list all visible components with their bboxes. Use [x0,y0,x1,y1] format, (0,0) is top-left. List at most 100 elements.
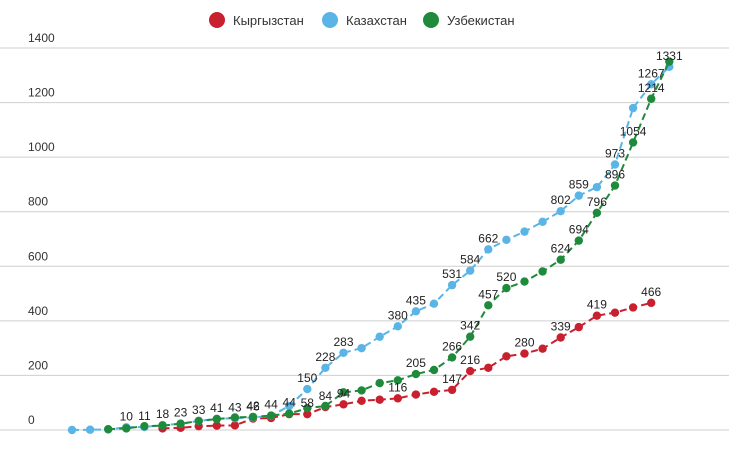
data-point[interactable] [520,277,529,286]
data-point[interactable] [339,388,348,397]
data-point[interactable] [411,307,421,316]
data-point[interactable] [466,366,475,376]
data-point[interactable] [647,80,656,89]
y-tick-label: 800 [28,195,48,209]
legend-label-kazakhstan: Казахстан [346,13,407,28]
data-point[interactable] [303,409,312,419]
data-point[interactable] [628,138,638,147]
data-point[interactable] [393,322,402,331]
data-point[interactable] [665,57,674,66]
data-point[interactable] [321,363,330,372]
data-point[interactable] [230,413,240,422]
data-point[interactable] [538,217,547,227]
data-point[interactable] [556,333,565,342]
data-point[interactable] [158,421,167,430]
data-point[interactable] [556,206,565,216]
data-point[interactable] [212,414,221,424]
data-point[interactable] [357,396,366,406]
legend-item-kyrgyzstan[interactable]: Кыргызстан [209,12,304,28]
data-label: 796 [587,195,607,209]
data-point[interactable] [610,181,620,190]
data-point[interactable] [574,191,583,200]
legend-marker-uzbekistan [423,12,439,28]
data-label: 266 [442,339,462,353]
data-point[interactable] [647,298,656,308]
data-label: 1054 [620,124,647,138]
data-point[interactable] [429,299,439,308]
data-point[interactable] [538,267,547,276]
data-label: 216 [460,353,480,367]
data-point[interactable] [321,401,330,411]
data-point[interactable] [628,303,638,312]
data-point[interactable] [285,401,294,411]
data-point[interactable] [339,400,348,409]
data-point[interactable] [574,236,583,245]
data-point[interactable] [375,395,384,404]
data-point[interactable] [647,94,656,103]
legend-item-uzbekistan[interactable]: Узбекистан [423,12,515,28]
data-point[interactable] [484,301,493,310]
data-point[interactable] [339,348,348,357]
data-point[interactable] [447,385,457,395]
series-line-1 [71,66,670,431]
data-point[interactable] [393,376,402,385]
data-point[interactable] [466,266,475,275]
data-point[interactable] [140,421,149,431]
data-point[interactable] [67,425,77,435]
data-label: 1267 [638,66,665,80]
data-point[interactable] [429,387,439,396]
data-point[interactable] [574,322,583,332]
data-point[interactable] [447,353,457,362]
data-point[interactable] [194,416,203,426]
data-point[interactable] [85,425,95,434]
data-point[interactable] [520,227,529,236]
data-label: 147 [442,372,462,386]
data-point[interactable] [104,424,113,434]
data-point[interactable] [429,365,439,375]
data-point[interactable] [303,403,312,413]
data-point[interactable] [285,409,294,418]
data-label: 205 [406,356,426,370]
data-point[interactable] [538,344,547,353]
data-point[interactable] [502,352,511,361]
data-label: 435 [406,293,426,307]
data-point[interactable] [411,390,421,399]
data-point[interactable] [502,283,511,293]
y-tick-label: 1200 [28,86,55,100]
data-point[interactable] [592,208,602,218]
data-point[interactable] [230,421,240,430]
data-point[interactable] [248,412,258,422]
data-point[interactable] [484,245,493,254]
data-label: 42 [246,399,260,413]
data-point[interactable] [520,349,529,358]
data-point[interactable] [628,103,638,113]
data-point[interactable] [303,384,312,394]
data-point[interactable] [610,308,620,317]
data-label: 58 [301,396,315,410]
data-point[interactable] [357,386,366,395]
data-point[interactable] [502,235,511,245]
data-label: 84 [319,389,333,403]
data-point[interactable] [484,363,493,372]
data-point[interactable] [266,411,276,420]
data-label: 283 [333,335,353,349]
data-label: 520 [496,270,516,284]
data-point[interactable] [556,255,565,264]
data-point[interactable] [466,332,475,341]
y-tick-label: 1400 [28,31,55,45]
data-point[interactable] [393,394,402,403]
data-point[interactable] [357,343,366,353]
data-point[interactable] [411,369,421,379]
data-point[interactable] [592,311,602,320]
data-point[interactable] [447,280,457,290]
data-point[interactable] [592,182,602,192]
data-label: 342 [460,319,480,333]
data-point[interactable] [610,160,620,169]
data-point[interactable] [375,332,384,341]
data-point[interactable] [122,424,131,433]
data-point[interactable] [212,421,221,430]
data-point[interactable] [375,378,384,388]
legend-item-kazakhstan[interactable]: Казахстан [322,12,407,28]
y-tick-label: 0 [28,413,35,427]
data-point[interactable] [176,419,185,428]
